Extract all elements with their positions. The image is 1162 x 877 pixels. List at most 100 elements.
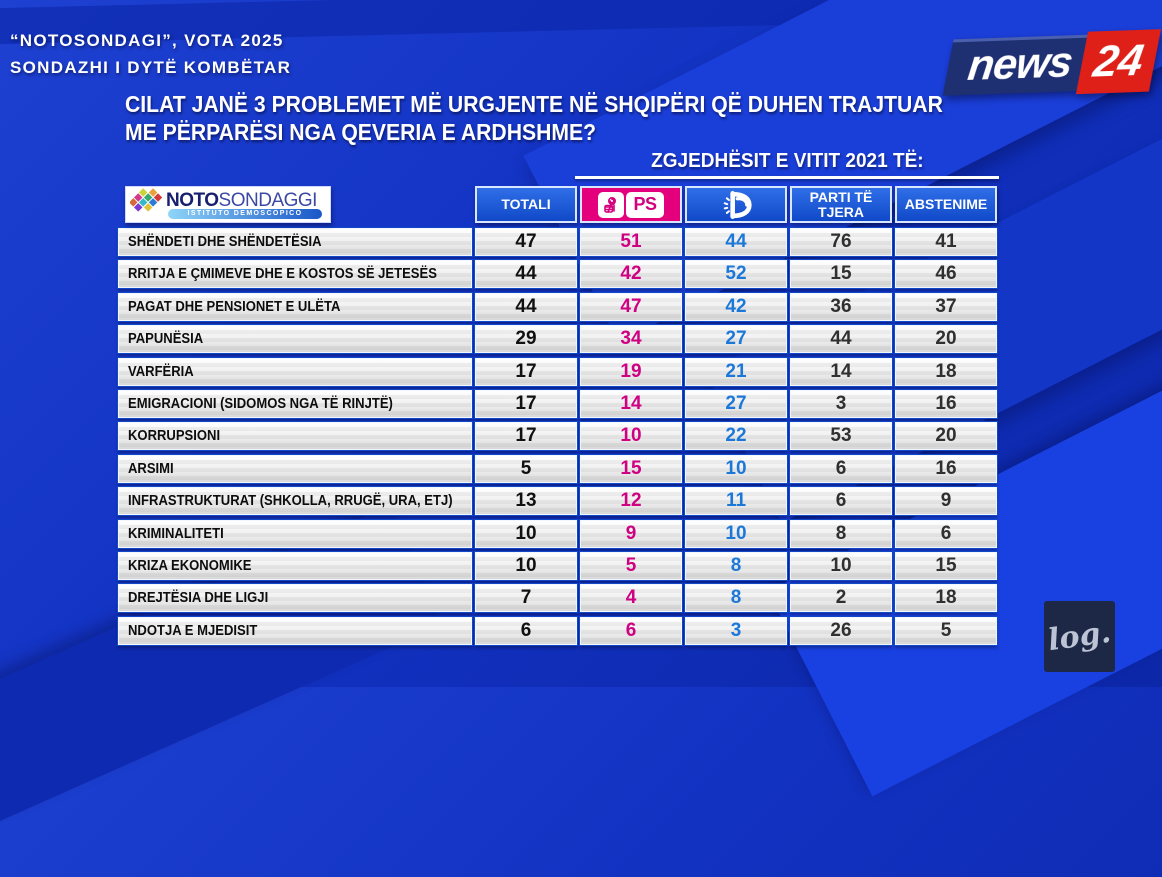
noto-mosaic-icon bbox=[130, 187, 162, 212]
row-label: KRIMINALITETI bbox=[117, 518, 473, 549]
ps-label-chip: PS bbox=[626, 191, 664, 218]
news24-logo: news 24 bbox=[942, 29, 1161, 98]
voters-group-underline bbox=[575, 176, 999, 179]
value-cell: 17 bbox=[474, 356, 578, 387]
table-header-row: NOTOSONDAGGI ISTITUTO DEMOSCOPICO TOTALI bbox=[118, 186, 998, 223]
noto-sondaggi-logo: NOTOSONDAGGI ISTITUTO DEMOSCOPICO bbox=[125, 186, 331, 223]
value-cell: 9 bbox=[579, 518, 683, 549]
value-cell: 51 bbox=[579, 227, 683, 257]
value-cell: 14 bbox=[579, 388, 683, 419]
row-label: SHËNDETI DHE SHËNDETËSIA bbox=[117, 227, 473, 257]
row-label: INFRASTRUKTURAT (SHKOLLA, RRUGË, URA, ET… bbox=[117, 486, 473, 517]
value-cell: 10 bbox=[474, 518, 578, 549]
news24-number-text: 24 bbox=[1089, 35, 1146, 87]
row-label: EMIGRACIONI (SIDOMOS NGA TË RINJTË) bbox=[117, 388, 473, 419]
log-watermark-text: log. bbox=[1045, 614, 1114, 659]
value-cell: 42 bbox=[684, 291, 788, 322]
poll-question: CILAT JANË 3 PROBLEMET MË URGJENTE NË SH… bbox=[125, 90, 943, 146]
value-cell: 36 bbox=[789, 291, 893, 322]
value-cell: 16 bbox=[894, 388, 998, 419]
poll-question-line1: CILAT JANË 3 PROBLEMET MË URGJENTE NË SH… bbox=[125, 91, 943, 117]
table-row: KRIMINALITETI 10 9 10 8 6 bbox=[117, 518, 998, 549]
value-cell: 2 bbox=[789, 583, 893, 614]
value-cell: 6 bbox=[579, 615, 683, 646]
table-row: ARSIMI 5 15 10 6 16 bbox=[117, 453, 998, 484]
value-cell: 47 bbox=[579, 291, 683, 322]
value-cell: 6 bbox=[894, 518, 998, 549]
poll-question-line2: ME PËRPARËSI NGA QEVERIA E ARDHSHME? bbox=[125, 119, 597, 145]
value-cell: 6 bbox=[789, 486, 893, 517]
value-cell: 6 bbox=[789, 453, 893, 484]
table-row: INFRASTRUKTURAT (SHKOLLA, RRUGË, URA, ET… bbox=[117, 486, 998, 517]
value-cell: 22 bbox=[684, 421, 788, 452]
value-cell: 15 bbox=[579, 453, 683, 484]
value-cell: 8 bbox=[684, 550, 788, 581]
value-cell: 10 bbox=[789, 550, 893, 581]
value-cell: 52 bbox=[684, 259, 788, 290]
value-cell: 7 bbox=[474, 583, 578, 614]
value-cell: 8 bbox=[684, 583, 788, 614]
row-label: VARFËRIA bbox=[117, 356, 473, 387]
row-label: NDOTJA E MJEDISIT bbox=[117, 615, 473, 646]
value-cell: 14 bbox=[789, 356, 893, 387]
value-cell: 20 bbox=[894, 421, 998, 452]
value-cell: 3 bbox=[684, 615, 788, 646]
value-cell: 27 bbox=[684, 388, 788, 419]
value-cell: 42 bbox=[579, 259, 683, 290]
value-cell: 10 bbox=[474, 550, 578, 581]
voters-group-header: ZGJEDHËSIT E VITIT 2021 TË: bbox=[575, 150, 999, 179]
noto-subtitle: ISTITUTO DEMOSCOPICO bbox=[168, 209, 322, 219]
value-cell: 29 bbox=[474, 324, 578, 355]
value-cell: 15 bbox=[789, 259, 893, 290]
value-cell: 4 bbox=[579, 583, 683, 614]
value-cell: 10 bbox=[684, 453, 788, 484]
table-row: RRITJA E ÇMIMEVE DHE E KOSTOS SË JETESËS… bbox=[117, 259, 998, 290]
poll-table-rows: SHËNDETI DHE SHËNDETËSIA 47 51 44 76 41 RRITJA… bbox=[117, 227, 998, 646]
value-cell: 10 bbox=[579, 421, 683, 452]
voters-group-header-text: ZGJEDHËSIT E VITIT 2021 TË: bbox=[650, 150, 924, 172]
table-row: PAGAT DHE PENSIONET E ULËTA 44 47 42 36 37 bbox=[117, 291, 998, 322]
pd-party-logo-icon bbox=[723, 190, 752, 219]
show-title-line2: SONDAZHI I DYTË KOMBËTAR bbox=[10, 58, 292, 77]
value-cell: 19 bbox=[579, 356, 683, 387]
value-cell: 5 bbox=[474, 453, 578, 484]
value-cell: 6 bbox=[474, 615, 578, 646]
value-cell: 44 bbox=[474, 291, 578, 322]
col-header-parti-te-tjera: PARTI TË TJERA bbox=[790, 186, 892, 223]
table-row: EMIGRACIONI (SIDOMOS NGA TË RINJTË) 17 14 2… bbox=[117, 388, 998, 419]
value-cell: 13 bbox=[474, 486, 578, 517]
col-header-pd bbox=[685, 186, 787, 223]
value-cell: 3 bbox=[789, 388, 893, 419]
value-cell: 11 bbox=[684, 486, 788, 517]
log-watermark: log. bbox=[1044, 601, 1115, 672]
table-row: KRIZA EKONOMIKE 10 5 8 10 15 bbox=[117, 550, 998, 581]
value-cell: 10 bbox=[684, 518, 788, 549]
value-cell: 5 bbox=[894, 615, 998, 646]
row-label: ARSIMI bbox=[117, 453, 473, 484]
value-cell: 41 bbox=[894, 227, 998, 257]
col-header-ps: PS bbox=[580, 186, 682, 223]
poll-table: NOTOSONDAGGI ISTITUTO DEMOSCOPICO TOTALI bbox=[117, 186, 998, 649]
value-cell: 18 bbox=[894, 356, 998, 387]
table-row: PAPUNËSIA 29 34 27 44 20 bbox=[117, 324, 998, 355]
ps-fist-rose-icon bbox=[598, 191, 624, 218]
value-cell: 26 bbox=[789, 615, 893, 646]
value-cell: 18 bbox=[894, 583, 998, 614]
table-row: DREJTËSIA DHE LIGJI 7 4 8 2 18 bbox=[117, 583, 998, 614]
row-label: PAGAT DHE PENSIONET E ULËTA bbox=[117, 291, 473, 322]
value-cell: 17 bbox=[474, 388, 578, 419]
value-cell: 20 bbox=[894, 324, 998, 355]
value-cell: 16 bbox=[894, 453, 998, 484]
pollster-header-cell: NOTOSONDAGGI ISTITUTO DEMOSCOPICO bbox=[118, 186, 472, 223]
show-title-line1: “NOTOSONDAGI”, VOTA 2025 bbox=[10, 31, 284, 50]
news24-name-text: news bbox=[964, 38, 1075, 91]
value-cell: 27 bbox=[684, 324, 788, 355]
col-header-totali: TOTALI bbox=[475, 186, 577, 223]
noto-wordmark: NOTOSONDAGGI bbox=[166, 189, 317, 211]
value-cell: 5 bbox=[579, 550, 683, 581]
value-cell: 37 bbox=[894, 291, 998, 322]
news24-name-plate: news bbox=[942, 34, 1091, 96]
table-row: VARFËRIA 17 19 21 14 18 bbox=[117, 356, 998, 387]
ps-party-logo: PS bbox=[598, 191, 664, 218]
value-cell: 21 bbox=[684, 356, 788, 387]
